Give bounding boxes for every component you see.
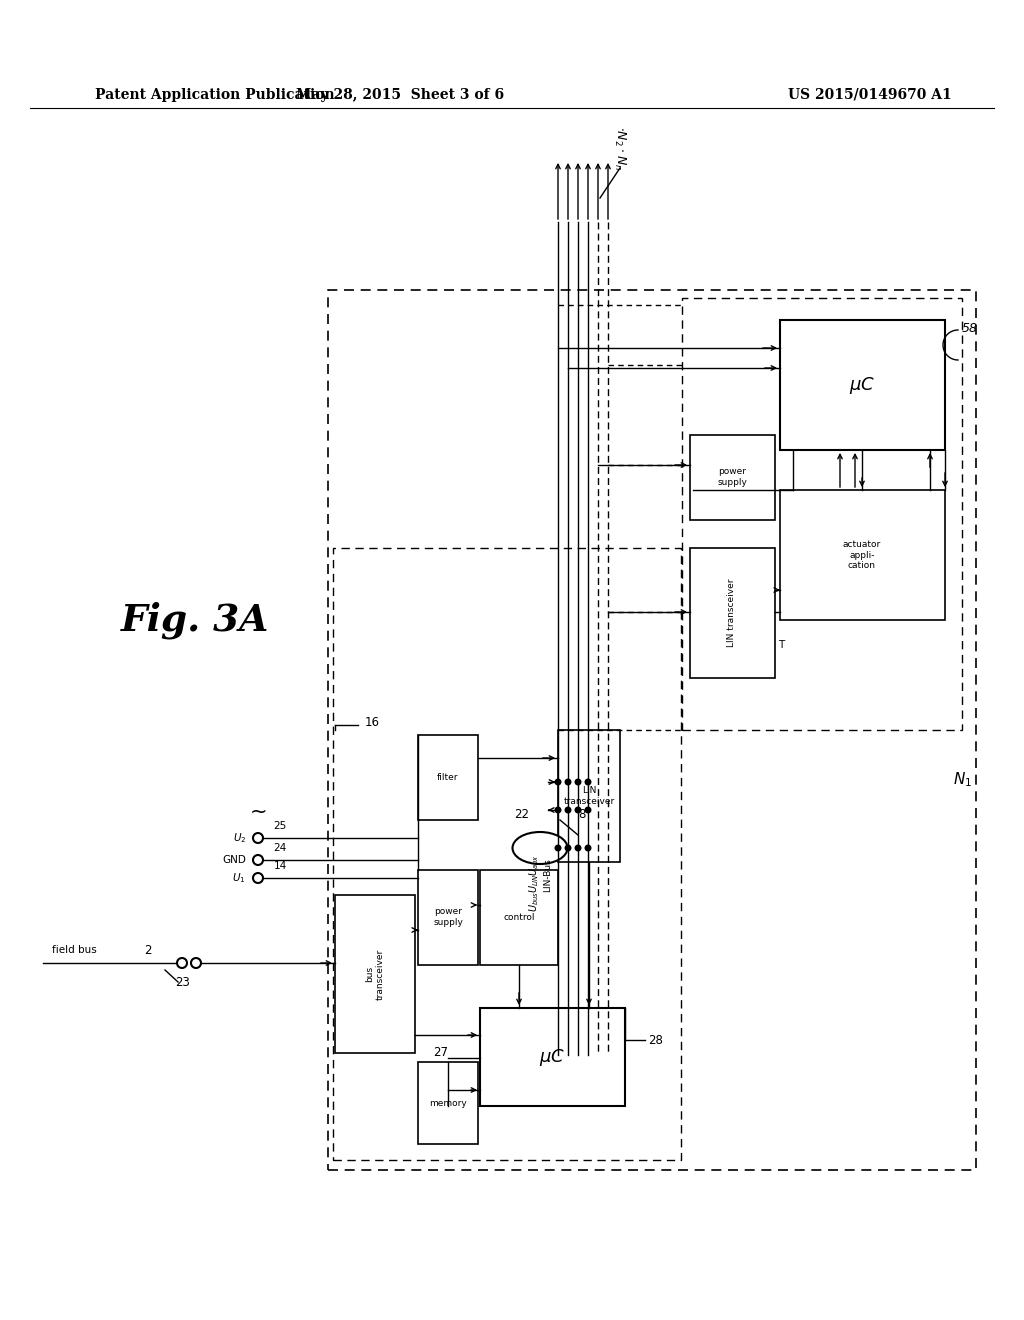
- Text: Fig. 3A: Fig. 3A: [121, 601, 269, 639]
- Text: 22: 22: [514, 808, 529, 821]
- Bar: [780, 319, 945, 450]
- Text: 25: 25: [273, 821, 287, 832]
- Bar: [682, 298, 962, 730]
- Bar: [418, 1063, 478, 1144]
- Circle shape: [564, 807, 571, 813]
- Circle shape: [585, 845, 592, 851]
- Circle shape: [564, 779, 571, 785]
- Text: $U_{aux}$: $U_{aux}$: [527, 854, 541, 876]
- Text: 2: 2: [144, 944, 152, 957]
- Text: $\mu C$: $\mu C$: [849, 375, 876, 396]
- Circle shape: [555, 807, 561, 813]
- Bar: [780, 490, 945, 620]
- Text: 8: 8: [579, 808, 586, 821]
- Text: 16: 16: [365, 715, 380, 729]
- Circle shape: [585, 779, 592, 785]
- Bar: [558, 730, 620, 862]
- Text: $U_{bus}$: $U_{bus}$: [527, 891, 541, 912]
- Text: power
supply: power supply: [433, 907, 463, 927]
- Text: 27: 27: [433, 1045, 449, 1059]
- Text: $U_{LIN}$: $U_{LIN}$: [527, 873, 541, 892]
- Circle shape: [555, 779, 561, 785]
- Text: 24: 24: [273, 843, 287, 853]
- Text: 28: 28: [648, 1034, 663, 1047]
- Bar: [480, 870, 558, 965]
- Text: $U_2$: $U_2$: [232, 832, 246, 845]
- Text: control: control: [503, 912, 535, 921]
- Text: $N_1$: $N_1$: [953, 771, 973, 789]
- Text: memory: memory: [429, 1098, 467, 1107]
- Circle shape: [555, 845, 561, 851]
- Text: $U_1$: $U_1$: [232, 871, 246, 884]
- Bar: [328, 290, 976, 1170]
- Circle shape: [574, 779, 582, 785]
- Bar: [418, 735, 478, 820]
- Text: actuator
appli-
cation: actuator appli- cation: [843, 540, 881, 570]
- Circle shape: [585, 807, 592, 813]
- Circle shape: [574, 807, 582, 813]
- Text: bus
transceiver: bus transceiver: [366, 948, 385, 999]
- Bar: [480, 1008, 625, 1106]
- Text: ~: ~: [249, 803, 266, 822]
- Text: Patent Application Publication: Patent Application Publication: [95, 88, 335, 102]
- Text: $\cdot N_2 \cdot N_n$: $\cdot N_2 \cdot N_n$: [612, 125, 627, 170]
- Text: LIN
transceiver: LIN transceiver: [563, 787, 614, 805]
- Text: GND: GND: [222, 855, 246, 865]
- Text: field bus: field bus: [52, 945, 96, 954]
- Text: power
supply: power supply: [717, 467, 746, 487]
- Bar: [418, 870, 478, 965]
- Circle shape: [564, 845, 571, 851]
- Bar: [690, 436, 775, 520]
- Text: US 2015/0149670 A1: US 2015/0149670 A1: [788, 88, 952, 102]
- Text: 14: 14: [273, 861, 287, 871]
- Text: LIN-Bus: LIN-Bus: [544, 858, 553, 892]
- Text: May 28, 2015  Sheet 3 of 6: May 28, 2015 Sheet 3 of 6: [296, 88, 504, 102]
- Bar: [335, 895, 415, 1053]
- Text: T: T: [778, 640, 784, 649]
- Bar: [690, 548, 775, 678]
- Circle shape: [574, 845, 582, 851]
- Text: $\mu C$: $\mu C$: [539, 1047, 565, 1068]
- Ellipse shape: [512, 832, 567, 865]
- Text: LIN transceiver: LIN transceiver: [727, 578, 736, 647]
- Text: 58: 58: [962, 322, 978, 334]
- Bar: [333, 548, 681, 1160]
- Text: 23: 23: [175, 975, 190, 989]
- Text: filter: filter: [437, 772, 459, 781]
